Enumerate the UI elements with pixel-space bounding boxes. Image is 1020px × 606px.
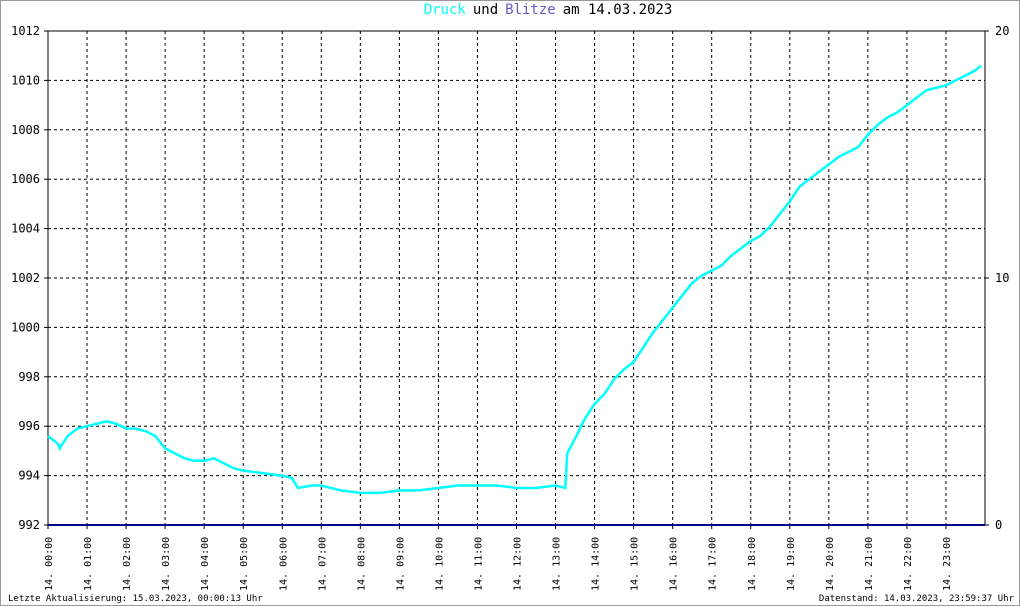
y-tick-label: 992 [18, 518, 40, 532]
y-tick-label: 1002 [11, 271, 40, 285]
x-tick-label: 14. 13:00 [552, 537, 563, 591]
x-tick-label: 14. 04:00 [200, 537, 211, 591]
y-tick-label: 994 [18, 469, 40, 483]
x-tick-label: 14. 00:00 [44, 537, 55, 591]
x-tick-label: 14. 16:00 [669, 537, 680, 591]
x-tick-label: 14. 12:00 [513, 537, 524, 591]
chart-title: Druck und Blitze am 14.03.2023 [424, 2, 673, 18]
y-tick-label: 998 [18, 370, 40, 384]
y2-tick-label: 0 [995, 518, 1002, 532]
y-tick-label: 1004 [11, 222, 40, 236]
title-part: und [473, 2, 498, 18]
x-tick-label: 14. 02:00 [122, 537, 133, 591]
series-line [47, 64, 982, 495]
x-tick-label: 14. 10:00 [434, 537, 445, 591]
x-tick-label: 14. 06:00 [278, 537, 289, 591]
title-part: Blitze [505, 2, 556, 18]
x-tick-label: 14. 01:00 [83, 537, 94, 591]
y2-tick-label: 10 [995, 271, 1009, 285]
x-tick-label: 14. 18:00 [747, 537, 758, 591]
footer-left: Letzte Aktualisierung: 15.03.2023, 00:00… [8, 594, 263, 604]
x-tick-label: 14. 11:00 [473, 537, 484, 591]
y-tick-label: 1008 [11, 123, 40, 137]
x-tick-label: 14. 03:00 [161, 537, 172, 591]
x-tick-label: 14. 22:00 [903, 537, 914, 591]
y-tick-label: 1006 [11, 172, 40, 186]
x-tick-label: 14. 23:00 [942, 537, 953, 591]
x-tick-label: 14. 05:00 [239, 537, 250, 591]
y2-tick-label: 20 [995, 24, 1009, 38]
x-tick-label: 14. 21:00 [864, 537, 875, 591]
y-tick-label: 1012 [11, 24, 40, 38]
x-tick-label: 14. 07:00 [317, 537, 328, 591]
y-tick-label: 1010 [11, 73, 40, 87]
title-part: Druck [424, 2, 467, 18]
x-tick-label: 14. 17:00 [708, 537, 719, 591]
x-tick-label: 14. 19:00 [786, 537, 797, 591]
title-part: am 14.03.2023 [563, 2, 673, 18]
y-tick-label: 996 [18, 419, 40, 433]
y-tick-label: 1000 [11, 320, 40, 334]
x-tick-label: 14. 08:00 [356, 537, 367, 591]
footer-right: Datenstand: 14.03.2023, 23:59:37 Uhr [819, 594, 1015, 604]
x-tick-label: 14. 09:00 [395, 537, 406, 591]
x-tick-label: 14. 15:00 [630, 537, 641, 591]
x-tick-label: 14. 20:00 [825, 537, 836, 591]
x-tick-label: 14. 14:00 [591, 537, 602, 591]
